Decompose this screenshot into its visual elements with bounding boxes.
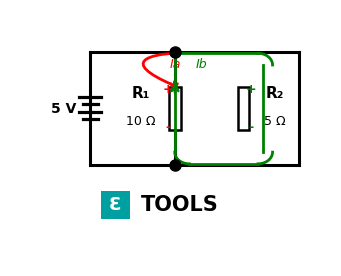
Text: R₁: R₁ bbox=[131, 86, 150, 101]
Text: +: + bbox=[163, 83, 174, 96]
Text: -: - bbox=[248, 121, 253, 134]
Text: 10 Ω: 10 Ω bbox=[125, 115, 155, 128]
Text: R₂: R₂ bbox=[266, 86, 284, 101]
Text: +: + bbox=[246, 83, 256, 96]
Bar bbox=[101, 192, 130, 219]
Text: -: - bbox=[166, 121, 171, 134]
Bar bbox=[169, 87, 181, 130]
Text: TOOLS: TOOLS bbox=[140, 195, 218, 215]
Text: 5 Ω: 5 Ω bbox=[264, 115, 286, 128]
Bar bbox=[238, 87, 249, 130]
Text: 5 V: 5 V bbox=[51, 102, 76, 116]
Text: Ib: Ib bbox=[196, 59, 208, 71]
Text: Ia: Ia bbox=[169, 59, 181, 71]
Text: Ɛ: Ɛ bbox=[109, 196, 121, 214]
